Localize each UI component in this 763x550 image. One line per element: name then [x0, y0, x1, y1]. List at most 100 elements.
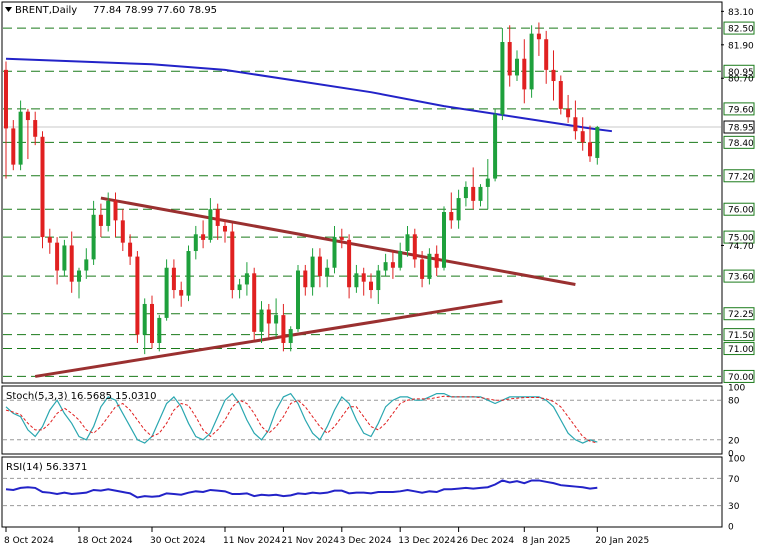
- candle-body: [317, 256, 322, 277]
- candle-body: [47, 237, 52, 243]
- candle-body: [434, 253, 439, 268]
- candle-body: [383, 262, 388, 271]
- candle-body: [412, 234, 417, 260]
- candle-body: [471, 186, 476, 201]
- rsi-axis-label: 0: [728, 523, 734, 533]
- candle-body: [11, 128, 16, 165]
- rsi-axis-label: 30: [728, 502, 740, 512]
- candle-body: [442, 212, 446, 268]
- candle-body: [354, 273, 359, 288]
- candle-body: [223, 225, 227, 232]
- last-price-label-box: [723, 120, 755, 134]
- candle-body: [55, 242, 60, 271]
- ohlc-readout: 77.84 78.99 77.60 78.95: [93, 5, 217, 16]
- candle-body: [369, 281, 373, 291]
- time-axis: 8 Oct 2024 18 Oct 2024 30 Oct 2024 11 Nov 2…: [4, 527, 649, 546]
- time-axis-label: 26 Dec 2024: [457, 536, 515, 546]
- stochastic-levels: [3, 399, 721, 441]
- price-level-label-box: [723, 102, 755, 116]
- stochastic-axis-label: 80: [728, 397, 740, 407]
- rsi-axis-label: 100: [728, 455, 745, 465]
- candle-body: [485, 178, 490, 187]
- candle-body: [566, 108, 571, 118]
- rsi-axis-label: 70: [728, 475, 740, 485]
- time-axis-label: 13 Dec 2024: [398, 536, 456, 546]
- candle-body: [573, 117, 578, 132]
- stochastic-axis-label: 20: [728, 436, 740, 446]
- candle-body: [33, 120, 38, 137]
- stochastic-panel: 100 80 20 0 Stoch(5,3,3) 16.5685 15.0310: [1, 384, 745, 460]
- candle-body: [456, 198, 461, 221]
- time-axis-label: 30 Oct 2024: [150, 536, 206, 546]
- price-panel: 82.50 80.95 79.60 78.40 77.20 76.00 75.00 73.60…: [1, 1, 755, 384]
- rsi-title: RSI(14) 56.3371: [6, 462, 87, 473]
- rsi-axis: 100 70 30 0: [728, 455, 745, 533]
- candle-body: [142, 303, 147, 335]
- price-level-label-box: [723, 269, 755, 283]
- stochastic-panel-frame: [1, 385, 723, 455]
- stochastic-title: Stoch(5,3,3) 16.5685 15.0310: [6, 391, 157, 402]
- candle-body: [77, 270, 81, 282]
- candle-body: [113, 200, 118, 221]
- candle-body: [536, 33, 541, 40]
- candle-body: [281, 315, 286, 343]
- candle-body: [288, 329, 293, 343]
- time-axis-label: 20 Jan 2025: [595, 536, 649, 546]
- time-axis-label: 8 Jan 2025: [522, 536, 570, 546]
- candle-body: [463, 186, 468, 199]
- candle-body: [332, 237, 337, 268]
- symbol-dropdown-icon[interactable]: [5, 7, 12, 12]
- candle-body: [449, 212, 454, 221]
- price-axis-tick-label: 74.70: [728, 242, 754, 252]
- candle-body: [339, 237, 344, 240]
- price-level-label-box: [723, 342, 755, 356]
- price-axis-tick-label: 83.10: [728, 8, 754, 18]
- price-level-label: 77.20: [728, 172, 754, 182]
- candle-body: [529, 33, 534, 90]
- candle-body: [201, 234, 206, 240]
- candle-body: [106, 200, 111, 226]
- candle-body: [274, 315, 279, 324]
- time-axis-label: 3 Dec 2024: [340, 536, 392, 546]
- candle-body: [62, 245, 67, 271]
- chart-title: BRENT,Daily: [15, 5, 77, 16]
- candle-body: [478, 186, 483, 201]
- candle-body: [500, 42, 505, 115]
- stochastic-k-line: [5, 392, 598, 444]
- candle-body: [135, 256, 140, 335]
- candle-body: [215, 209, 220, 226]
- price-axis: 82.50 80.95 79.60 78.40 77.20 76.00 75.00 73.60…: [721, 8, 755, 383]
- time-axis-label: 11 Nov 2024: [223, 536, 281, 546]
- candle-body: [420, 259, 425, 279]
- candle-body: [347, 239, 352, 288]
- stochastic-axis-label: 100: [728, 384, 745, 394]
- candle-body: [208, 209, 213, 240]
- candle-body: [186, 251, 191, 296]
- candle-body: [595, 127, 600, 158]
- candle-body: [544, 39, 549, 70]
- price-level-label: 78.40: [728, 139, 754, 149]
- price-level-label-box: [723, 328, 755, 342]
- price-level-label: 75.00: [728, 234, 754, 244]
- price-level-label-box: [723, 135, 755, 149]
- time-axis-label: 21 Nov 2024: [281, 536, 339, 546]
- stochastic-lines: [5, 392, 598, 444]
- price-level-label-box: [723, 202, 755, 216]
- moving-average-line: [5, 57, 613, 133]
- price-level-label: 72.25: [728, 310, 754, 320]
- candle-body: [40, 136, 45, 238]
- candle-body: [515, 58, 519, 76]
- candle-body: [164, 267, 169, 318]
- candle-body: [551, 69, 556, 82]
- candle-body: [230, 231, 235, 291]
- price-level-label-box: [723, 369, 755, 383]
- price-level-label-box: [723, 64, 755, 78]
- price-panel-frame: [1, 1, 723, 384]
- candle-body: [266, 309, 271, 324]
- price-level-label: 76.00: [728, 206, 754, 216]
- candle-body: [310, 256, 315, 288]
- candle-body: [157, 317, 162, 343]
- price-level-label: 71.50: [728, 331, 754, 341]
- candle-body: [179, 290, 184, 296]
